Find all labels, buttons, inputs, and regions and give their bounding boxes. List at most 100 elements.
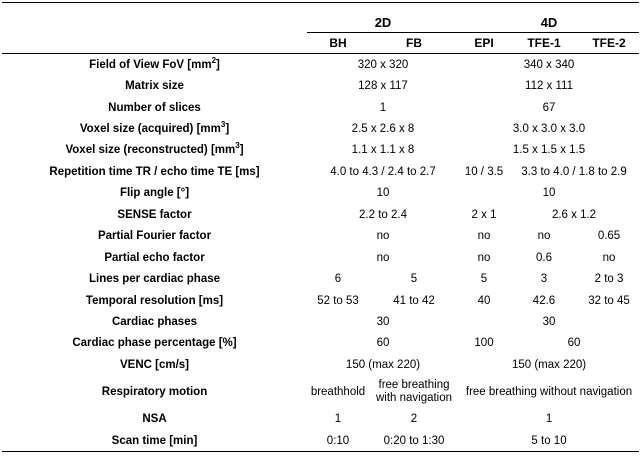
table-row-respiratory-motion: Respiratory motion breathhold free breat… <box>2 376 639 409</box>
cell-tfe2: 2 to 3 <box>594 273 624 286</box>
cell-epi: 100 <box>474 337 494 350</box>
cell-fb-line2: with navigation <box>375 392 453 405</box>
cell-4d: 340 x 340 <box>523 58 575 71</box>
cell-2d: 2.2 to 2.4 <box>359 208 407 221</box>
cell-4d: 150 (max 220) <box>511 358 587 371</box>
header-2d: 2D <box>307 2 459 33</box>
cell-4d: 1.5 x 1.5 x 1.5 <box>512 144 586 157</box>
table-row-matrix: Matrix size 128 x 117 112 x 111 <box>2 75 639 96</box>
cell-4d: 67 <box>542 101 556 114</box>
cell-tfe1: 3 <box>540 273 548 286</box>
table-row-cardiac-phase-percentage: Cardiac phase percentage [%] 60 100 60 <box>2 333 639 354</box>
cell-2d: no <box>376 251 390 264</box>
cell-epi: no <box>477 251 491 264</box>
cell-bh: 0:10 <box>307 430 369 453</box>
cell-2d: 1.1 x 1.1 x 8 <box>351 144 415 157</box>
row-label: Partial echo factor <box>104 251 205 264</box>
row-label: Scan time [min] <box>2 430 307 453</box>
row-label: Cardiac phases <box>111 315 197 328</box>
row-label: Field of View FoV [mm2] <box>89 55 220 71</box>
cell-epi: 10 / 3.5 <box>464 165 504 178</box>
table-row-voxel-acquired: Voxel size (acquired) [mm3] 2.5 x 2.6 x … <box>2 118 639 139</box>
cell-bh: 6 <box>334 273 342 286</box>
cell-4d: 10 <box>542 187 556 200</box>
mri-parameter-table: 2D 4D BH FB EPI TFE-1 TFE-2 Field of Vie… <box>2 2 640 453</box>
row-label: Lines per cardiac phase <box>88 273 221 286</box>
cell-2d: 10 <box>376 187 390 200</box>
cell-2d: 60 <box>376 337 390 350</box>
cell-2d: 150 (max 220) <box>345 358 421 371</box>
header-row-sequences: BH FB EPI TFE-1 TFE-2 <box>2 32 640 54</box>
cell-2d: 4.0 to 4.3 / 2.4 to 2.7 <box>330 165 436 178</box>
table-row-venc: VENC [cm/s] 150 (max 220) 150 (max 220) <box>2 354 639 375</box>
cell-epi: 2 x 1 <box>471 208 497 221</box>
row-label: NSA <box>142 413 167 426</box>
table-row-partial-echo: Partial echo factor no no 0.6 no <box>2 247 639 268</box>
table-row-nsa: NSA 1 2 1 <box>2 409 639 430</box>
cell-4d: 1 <box>545 413 553 426</box>
cell-bh: breathhold <box>310 385 366 398</box>
cell-4d: 112 x 111 <box>525 80 573 93</box>
row-label: Repetition time TR / echo time TE [ms] <box>49 165 260 178</box>
cell-tfe1: 42.6 <box>532 294 556 307</box>
header-4d: 4D <box>459 2 640 33</box>
table-row-sense: SENSE factor 2.2 to 2.4 2 x 1 2.6 x 1.2 <box>2 204 639 225</box>
cell-4d: 30 <box>542 315 556 328</box>
cell-tfe2: 0.65 <box>597 230 621 243</box>
header-empty <box>2 32 307 54</box>
row-label: SENSE factor <box>117 208 192 221</box>
header-bh: BH <box>307 32 369 54</box>
cell-2d: 1 <box>379 101 387 114</box>
header-empty <box>2 2 307 33</box>
cell-tfe1: no <box>537 230 551 243</box>
row-label: Voxel size (acquired) [mm3] <box>79 120 230 136</box>
cell-tfe: 60 <box>567 337 581 350</box>
row-label: Matrix size <box>125 80 184 93</box>
cell-fb: 2 <box>410 413 418 426</box>
header-tfe2: TFE-2 <box>579 32 640 54</box>
cell-bh: 52 to 53 <box>317 294 359 307</box>
table-row-slices: Number of slices 1 67 <box>2 97 639 118</box>
row-label: Partial Fourier factor <box>97 230 212 243</box>
cell-fb-line1: free breathing <box>378 379 450 392</box>
table-row-tr-te: Repetition time TR / echo time TE [ms] 4… <box>2 161 639 182</box>
row-label: VENC [cm/s] <box>119 358 190 371</box>
cell-fb: 5 <box>410 273 418 286</box>
table-row-fov: Field of View FoV [mm2] 320 x 320 340 x … <box>2 54 639 76</box>
table-row-flip-angle: Flip angle [°] 10 10 <box>2 183 639 204</box>
cell-2d: 30 <box>376 315 390 328</box>
cell-tfe2: no <box>602 251 616 264</box>
table-row-lines-per-phase: Lines per cardiac phase 6 5 5 3 2 to 3 <box>2 268 639 289</box>
table-row-partial-fourier: Partial Fourier factor no no no 0.65 <box>2 226 639 247</box>
cell-4d: free breathing without navigation <box>465 385 633 398</box>
table-row-voxel-reconstructed: Voxel size (reconstructed) [mm3] 1.1 x 1… <box>2 140 639 161</box>
header-fb: FB <box>369 32 459 54</box>
table-row-cardiac-phases: Cardiac phases 30 30 <box>2 311 639 332</box>
row-label: Flip angle [°] <box>119 187 190 200</box>
row-label: Voxel size (reconstructed) [mm3] <box>65 141 244 157</box>
cell-tfe: 2.6 x 1.2 <box>551 208 597 221</box>
header-epi: EPI <box>459 32 509 54</box>
row-label: Number of slices <box>108 101 201 114</box>
cell-4d: 3.0 x 3.0 x 3.0 <box>512 123 586 136</box>
header-row-groups: 2D 4D <box>2 2 640 33</box>
cell-2d: no <box>376 230 390 243</box>
header-tfe1: TFE-1 <box>509 32 579 54</box>
row-label: Cardiac phase percentage [%] <box>72 337 237 350</box>
cell-epi: 5 <box>480 273 488 286</box>
row-label: Respiratory motion <box>101 385 208 398</box>
cell-2d: 128 x 117 <box>358 80 408 93</box>
cell-2d: 2.5 x 2.6 x 8 <box>351 123 415 136</box>
table-row-temporal-resolution: Temporal resolution [ms] 52 to 53 41 to … <box>2 290 639 311</box>
cell-epi: no <box>477 230 491 243</box>
cell-bh: 1 <box>334 413 342 426</box>
table-row-scan-time: Scan time [min] 0:10 0:20 to 1:30 5 to 1… <box>2 430 640 453</box>
cell-tfe: 3.3 to 4.0 / 1.8 to 2.9 <box>521 165 627 178</box>
cell-2d: 320 x 320 <box>357 58 409 71</box>
cell-tfe1: 0.6 <box>536 251 552 264</box>
cell-4d: 5 to 10 <box>459 430 640 453</box>
cell-fb: 0:20 to 1:30 <box>369 430 459 453</box>
cell-epi: 40 <box>477 294 491 307</box>
cell-fb: free breathing with navigation <box>369 376 459 409</box>
